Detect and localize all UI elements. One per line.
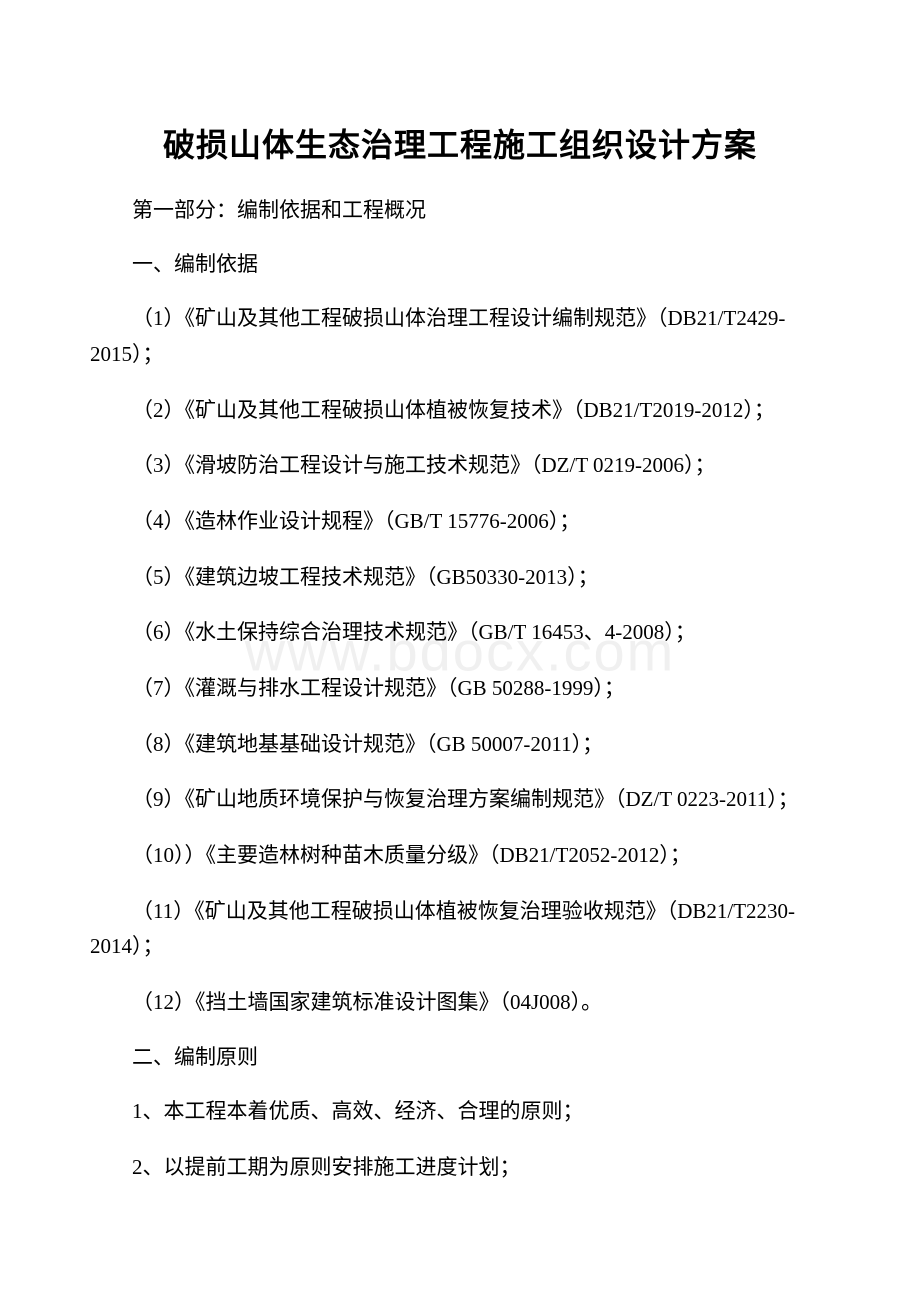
reference-item: （4）《造林作业设计规程》（GB/T 15776-2006）； xyxy=(90,504,830,540)
reference-item: （8）《建筑地基基础设计规范》（GB 50007-2011）； xyxy=(90,727,830,763)
reference-item: （9）《矿山地质环境保护与恢复治理方案编制规范》（DZ/T 0223-2011）… xyxy=(90,782,830,818)
reference-item: （2）《矿山及其他工程破损山体植被恢复技术》（DB21/T2019-2012）； xyxy=(90,393,830,429)
document-title: 破损山体生态治理工程施工组织设计方案 xyxy=(90,120,830,166)
section-header: 二、编制原则 xyxy=(90,1041,830,1075)
section-header: 一、编制依据 xyxy=(90,248,830,282)
principle-item: 2、以提前工期为原则安排施工进度计划； xyxy=(90,1150,830,1186)
reference-item: （5）《建筑边坡工程技术规范》（GB50330-2013）； xyxy=(90,560,830,596)
reference-item: （11）《矿山及其他工程破损山体植被恢复治理验收规范》（DB21/T2230-2… xyxy=(90,894,830,965)
part-header: 第一部分：编制依据和工程概况 xyxy=(90,194,830,228)
document-content: 破损山体生态治理工程施工组织设计方案 第一部分：编制依据和工程概况 一、编制依据… xyxy=(90,120,830,1186)
reference-item: （3）《滑坡防治工程设计与施工技术规范》（DZ/T 0219-2006）； xyxy=(90,448,830,484)
reference-item: （6）《水土保持综合治理技术规范》（GB/T 16453、4-2008）； xyxy=(90,615,830,651)
reference-item: （7）《灌溉与排水工程设计规范》（GB 50288-1999）； xyxy=(90,671,830,707)
reference-item: （10））《主要造林树种苗木质量分级》（DB21/T2052-2012）； xyxy=(90,838,830,874)
principle-item: 1、本工程本着优质、高效、经济、合理的原则； xyxy=(90,1094,830,1130)
reference-item: （1）《矿山及其他工程破损山体治理工程设计编制规范》（DB21/T2429-20… xyxy=(90,301,830,372)
reference-item: （12）《挡土墙国家建筑标准设计图集》（04J008）。 xyxy=(90,985,830,1021)
